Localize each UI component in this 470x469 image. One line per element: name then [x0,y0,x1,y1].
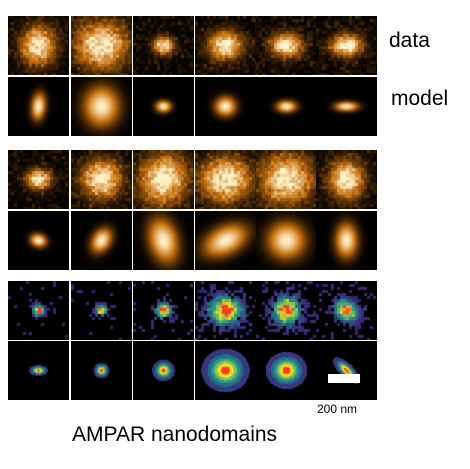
row-label-model: model [391,87,449,110]
tile-top-data-4 [195,16,256,75]
row-label-data: data [389,29,430,52]
tile-bot-data-4 [195,281,256,340]
tile-mid-data-1 [8,150,69,209]
tile-top-model-1 [8,77,69,136]
tile-top-data-2 [71,16,132,75]
tile-mid-data-5 [256,150,317,209]
tile-bot-data-3 [133,281,194,340]
tile-bot-data-2 [71,281,132,340]
tile-bot-model-6 [316,341,377,400]
tile-top-data-3 [133,16,194,75]
figure-caption: AMPAR nanodomains [72,423,278,446]
tile-mid-model-5 [256,211,317,270]
tile-mid-data-6 [316,150,377,209]
tile-top-model-6 [316,77,377,136]
tile-top-model-4 [195,77,256,136]
tile-bot-data-5 [256,281,317,340]
tile-mid-data-3 [133,150,194,209]
tile-top-data-5 [256,16,317,75]
tile-mid-model-6 [316,211,377,270]
tile-bot-model-3 [133,341,194,400]
tile-bot-data-1 [8,281,69,340]
tile-bot-model-2 [71,341,132,400]
tile-mid-model-3 [133,211,194,270]
tile-top-model-3 [133,77,194,136]
tile-mid-model-2 [71,211,132,270]
tile-mid-data-4 [195,150,256,209]
tile-top-data-6 [316,16,377,75]
tile-bot-model-1 [8,341,69,400]
tile-top-data-1 [8,16,69,75]
tile-bot-model-4 [195,341,256,400]
scale-bar [328,374,360,383]
tile-mid-data-2 [71,150,132,209]
tile-bot-model-5 [256,341,317,400]
tile-top-model-2 [71,77,132,136]
tile-top-model-5 [256,77,317,136]
tile-mid-model-4 [195,211,256,270]
tile-mid-model-1 [8,211,69,270]
scale-bar-label: 200 nm [317,402,358,416]
tile-bot-data-6 [316,281,377,340]
